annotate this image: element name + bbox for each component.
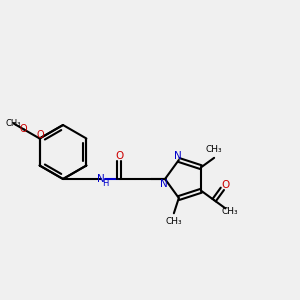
Text: CH₃: CH₃	[222, 207, 238, 216]
Text: CH₃: CH₃	[166, 217, 182, 226]
Text: CH₃: CH₃	[6, 119, 21, 128]
Text: O: O	[37, 130, 44, 140]
Text: O: O	[19, 124, 27, 134]
Text: N: N	[174, 151, 182, 161]
Text: O: O	[115, 151, 123, 161]
Text: H: H	[102, 179, 108, 188]
Text: CH₃: CH₃	[206, 145, 222, 154]
Text: N: N	[97, 174, 105, 184]
Text: O: O	[221, 180, 230, 190]
Text: N: N	[160, 179, 168, 189]
